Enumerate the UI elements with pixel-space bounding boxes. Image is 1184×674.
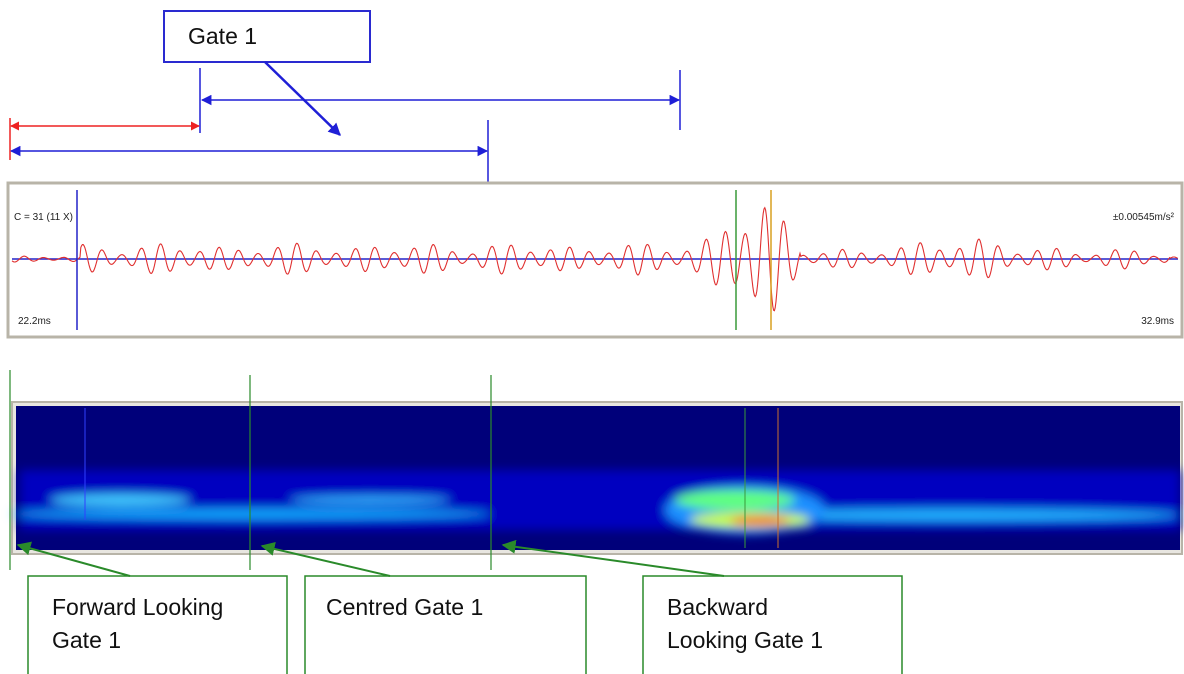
scale-label: ±0.00545m/s² <box>1113 212 1175 223</box>
annotation-text: Backward <box>667 594 768 620</box>
channel-label: C = 31 (11 X) <box>14 212 73 223</box>
waveform <box>11 206 1178 312</box>
annotation-text: Forward Looking <box>52 594 223 620</box>
gate-box <box>163 10 371 63</box>
annotation-text: Centred Gate 1 <box>326 594 483 620</box>
annotation-box <box>304 575 587 674</box>
annotation-box <box>642 575 903 674</box>
annotation-text: Gate 1 <box>52 627 121 653</box>
annotation-arrow <box>260 542 391 577</box>
end-time: 32.9ms <box>1141 316 1174 327</box>
start-time: 22.2ms <box>18 316 51 327</box>
annotation-arrow <box>501 539 725 577</box>
annotation-box <box>27 575 288 674</box>
annotation-arrow <box>16 541 131 577</box>
spectrogram-energy <box>10 470 1180 534</box>
gate-label: Gate 1 <box>188 23 257 49</box>
annotation-text: Looking Gate 1 <box>667 627 823 653</box>
gate-arrow <box>264 61 341 136</box>
